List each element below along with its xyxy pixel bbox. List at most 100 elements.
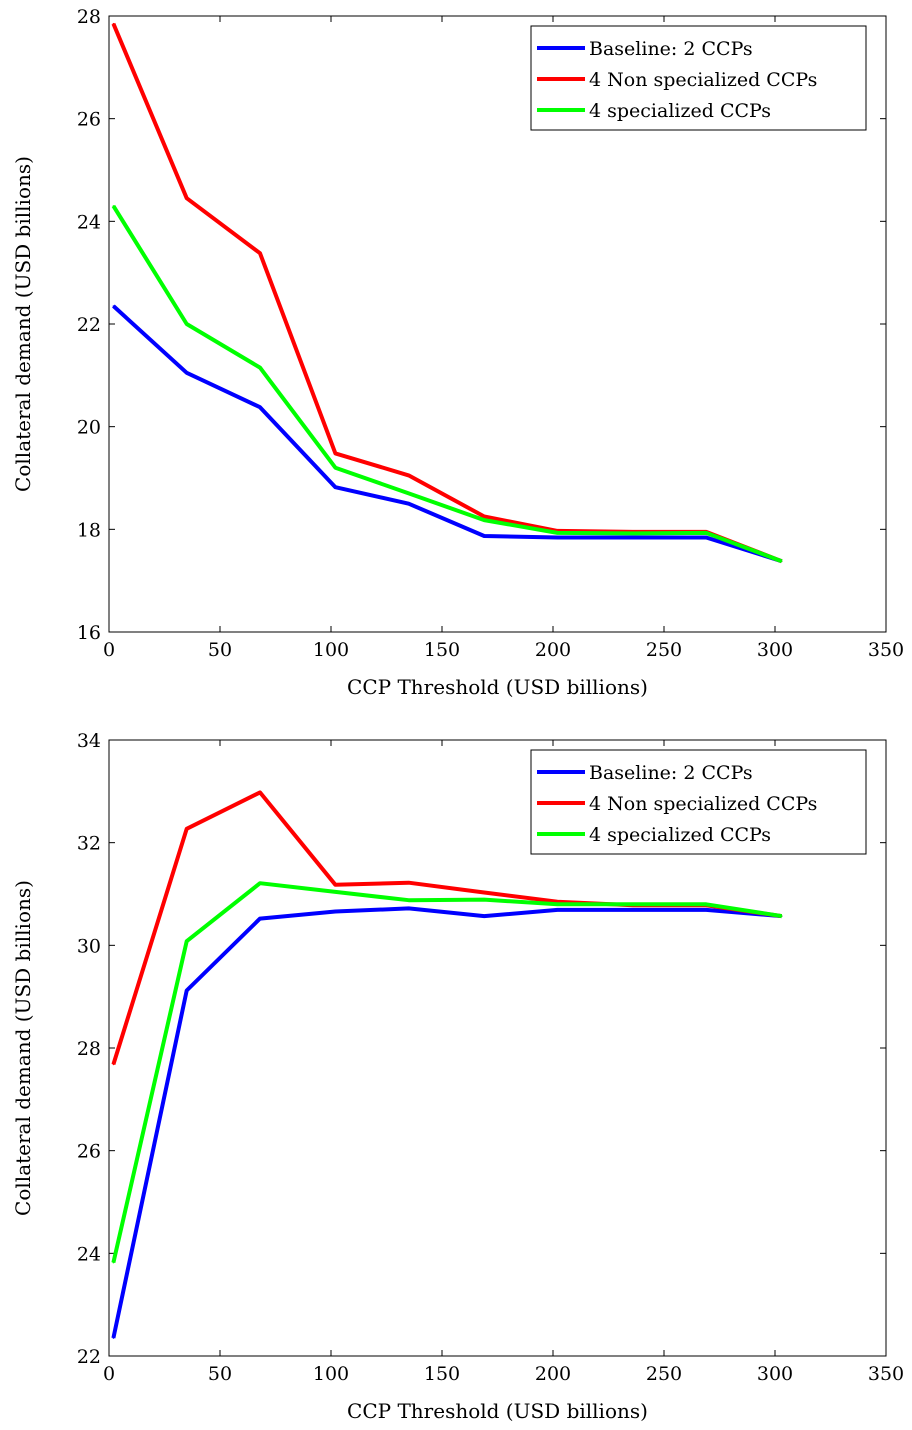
x-tick-label: 0 — [103, 639, 115, 661]
data-point — [112, 1337, 115, 1339]
x-tick-label: 250 — [646, 1363, 682, 1385]
data-point — [185, 323, 188, 325]
data-point — [483, 535, 485, 537]
series-line — [111, 881, 783, 1264]
data-point — [259, 252, 261, 254]
data-point — [112, 305, 115, 307]
data-point — [112, 1261, 115, 1264]
chart-2: 0 50 100 150 200 250 300 350 22 24 26 28 30 32 34 CCP T… — [11, 730, 904, 1423]
data-point — [407, 474, 410, 477]
data-point — [185, 197, 188, 200]
y-tick-label: 22 — [77, 314, 101, 336]
legend-label: 4 specialized CCPs — [589, 824, 771, 846]
x-tick-label: 100 — [313, 1363, 349, 1385]
x-tick-label: 350 — [868, 1363, 904, 1385]
data-point — [407, 907, 410, 910]
x-tick-label: 50 — [208, 1363, 232, 1385]
data-point — [407, 502, 410, 505]
data-point — [556, 532, 559, 534]
y-tick-label: 26 — [77, 109, 101, 131]
x-tick-label: 150 — [424, 1363, 460, 1385]
data-point — [632, 532, 634, 535]
data-point — [334, 466, 337, 469]
legend: Baseline: 2 CCPs 4 Non specialized CCPs 4 … — [530, 25, 867, 131]
y-tick-label: 28 — [77, 6, 101, 28]
x-tick-label: 350 — [868, 639, 904, 661]
data-point — [780, 915, 783, 917]
x-tick-label: 200 — [535, 639, 571, 661]
data-point — [407, 899, 410, 901]
x-tick-label: 50 — [208, 639, 232, 661]
data-point — [259, 366, 261, 369]
data-point — [259, 406, 261, 408]
legend-label: Baseline: 2 CCPs — [589, 38, 753, 60]
series-line — [111, 906, 782, 1339]
data-point — [556, 536, 559, 539]
y-tick-label: 30 — [77, 935, 101, 957]
data-point — [483, 891, 485, 894]
y-axis-label: Collateral demand (USD billions) — [11, 156, 35, 492]
legend-label: Baseline: 2 CCPs — [589, 762, 753, 784]
data-point — [259, 791, 261, 794]
data-point — [112, 205, 115, 207]
x-tick-label: 300 — [757, 639, 793, 661]
legend-label: 4 Non specialized CCPs — [589, 69, 817, 91]
data-point — [705, 909, 707, 911]
x-tick-label: 100 — [313, 639, 349, 661]
y-tick-label: 16 — [77, 622, 101, 644]
data-point — [334, 486, 337, 489]
y-tick-label: 28 — [77, 1038, 101, 1060]
y-axis-label: Collateral demand (USD billions) — [11, 880, 35, 1216]
data-point — [632, 909, 634, 911]
data-point — [259, 882, 261, 885]
data-point — [556, 900, 559, 903]
y-tick-label: 22 — [77, 1346, 101, 1368]
y-tick-label: 18 — [77, 519, 101, 541]
data-point — [705, 903, 707, 906]
data-point — [483, 898, 485, 901]
legend-box — [530, 25, 867, 131]
series-line — [111, 204, 783, 564]
series-line — [112, 304, 783, 564]
x-tick-label: 0 — [103, 1363, 115, 1385]
data-point — [185, 828, 188, 830]
data-point — [780, 560, 783, 562]
data-point — [259, 917, 261, 920]
y-tick-label: 24 — [77, 1243, 101, 1265]
data-point — [112, 1063, 115, 1066]
data-point — [705, 536, 707, 539]
data-point — [334, 891, 337, 893]
y-tick-label: 24 — [77, 211, 101, 233]
x-tick-label: 200 — [535, 1363, 571, 1385]
data-point — [705, 532, 707, 534]
data-point — [483, 915, 485, 917]
x-axis-label: CCP Threshold (USD billions) — [347, 1399, 648, 1423]
data-point — [185, 989, 188, 992]
x-tick-label: 250 — [646, 639, 682, 661]
data-point — [483, 519, 485, 521]
data-point — [185, 940, 188, 943]
legend-label: 4 Non specialized CCPs — [589, 793, 817, 815]
x-axis-label: CCP Threshold (USD billions) — [347, 675, 648, 699]
y-tick-label: 26 — [77, 1141, 101, 1163]
y-tick-label: 34 — [77, 730, 101, 752]
legend: Baseline: 2 CCPs 4 Non specialized CCPs 4 … — [530, 749, 867, 855]
data-point — [632, 536, 634, 539]
data-point — [632, 903, 634, 906]
x-tick-label: 150 — [424, 639, 460, 661]
legend-box — [530, 749, 867, 855]
data-point — [556, 903, 559, 906]
chart-1: 0 50 100 150 200 250 300 350 16 18 20 22 24 26 28 CCP T… — [11, 6, 904, 699]
y-tick-label: 20 — [77, 417, 101, 439]
data-point — [334, 452, 337, 455]
data-point — [334, 910, 337, 913]
y-tick-label: 32 — [77, 833, 101, 855]
data-point — [185, 371, 188, 374]
x-tick-label: 300 — [757, 1363, 793, 1385]
data-point — [407, 881, 410, 884]
data-point — [334, 883, 337, 886]
data-point — [556, 909, 559, 911]
legend-label: 4 specialized CCPs — [589, 100, 771, 122]
data-point — [112, 22, 115, 25]
